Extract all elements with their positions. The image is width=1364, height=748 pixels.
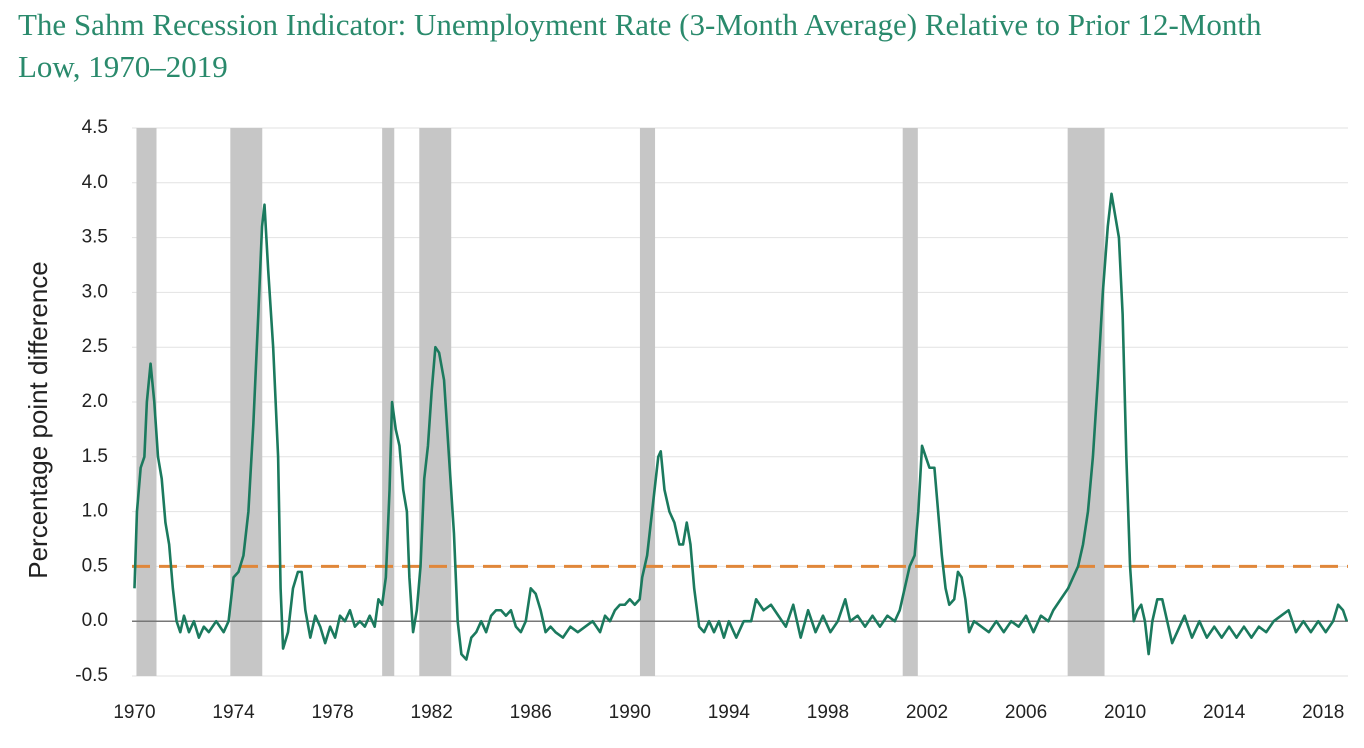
y-tick-label: 0.0 bbox=[82, 610, 108, 631]
x-tick-label: 2014 bbox=[1203, 702, 1246, 723]
x-tick-label: 1978 bbox=[311, 702, 353, 723]
x-tick-label: 1998 bbox=[807, 702, 849, 723]
x-tick-label: 1986 bbox=[510, 702, 552, 723]
x-tick-label: 1982 bbox=[411, 702, 453, 723]
y-tick-label: 3.5 bbox=[82, 227, 108, 248]
recession-band bbox=[1067, 128, 1105, 676]
recession-band bbox=[230, 128, 263, 676]
x-tick-label: 1994 bbox=[708, 702, 751, 723]
x-tick-label: 1974 bbox=[212, 702, 255, 723]
chart-title: The Sahm Recession Indicator: Unemployme… bbox=[18, 7, 1262, 84]
y-tick-label: 0.5 bbox=[82, 555, 108, 576]
x-tick-label: 1970 bbox=[113, 702, 155, 723]
recession-band bbox=[639, 128, 656, 676]
y-axis-label: Percentage point difference bbox=[23, 261, 53, 579]
y-tick-label: 3.0 bbox=[82, 281, 108, 302]
y-tick-label: 4.0 bbox=[82, 172, 108, 193]
x-tick-label: 1990 bbox=[609, 702, 651, 723]
y-tick-label: 4.5 bbox=[82, 117, 108, 138]
y-tick-label: 1.5 bbox=[82, 446, 108, 467]
recession-band bbox=[382, 128, 395, 676]
y-tick-label: 2.5 bbox=[82, 336, 108, 357]
y-tick-label: -0.5 bbox=[75, 665, 108, 686]
y-tick-label: 1.0 bbox=[82, 501, 108, 522]
x-tick-label: 2010 bbox=[1104, 702, 1146, 723]
recession-band bbox=[902, 128, 918, 676]
x-tick-label: 2002 bbox=[906, 702, 948, 723]
data-line bbox=[133, 192, 1348, 661]
y-tick-label: 2.0 bbox=[82, 391, 108, 412]
x-tick-label: 2018 bbox=[1302, 702, 1344, 723]
x-tick-label: 2006 bbox=[1005, 702, 1047, 723]
